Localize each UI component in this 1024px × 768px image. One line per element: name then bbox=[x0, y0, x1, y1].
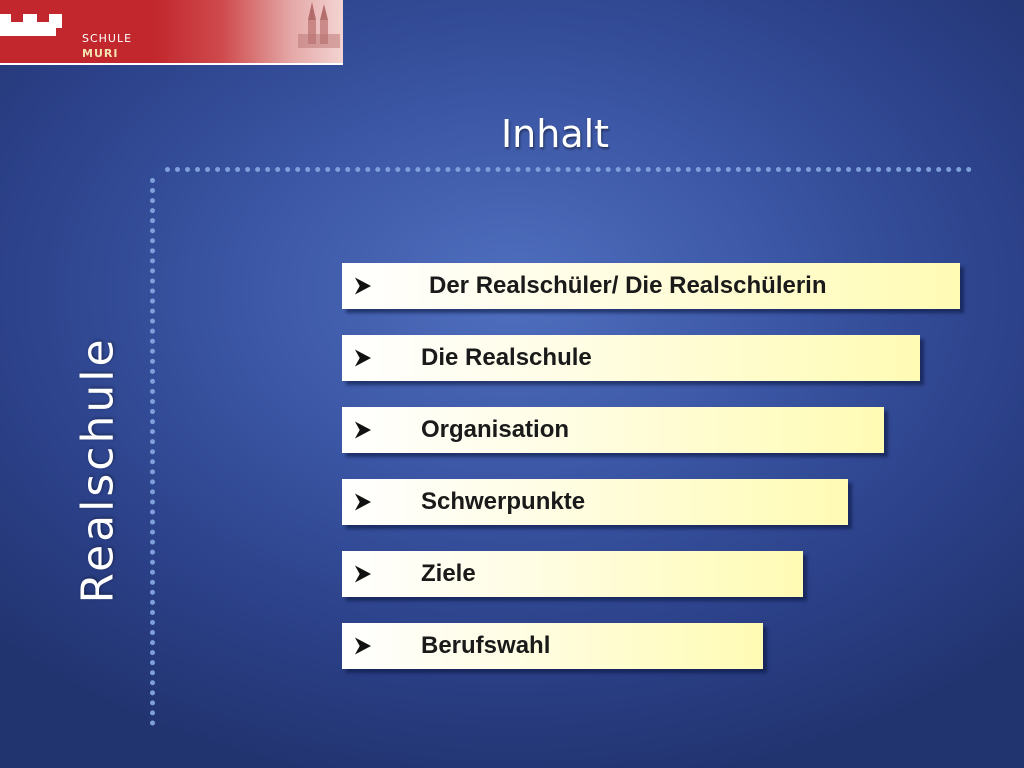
list-item-label: Die Realschule bbox=[421, 344, 592, 371]
list-item-ziele[interactable]: Ziele bbox=[342, 551, 803, 597]
arrow-bullet-icon bbox=[353, 492, 371, 512]
school-logo: SCHULE MURI bbox=[0, 0, 343, 65]
arrow-bullet-icon bbox=[353, 636, 371, 656]
list-item-label: Ziele bbox=[421, 560, 476, 587]
list-item-schwerpunkte[interactable]: Schwerpunkte bbox=[342, 479, 848, 525]
castle-wall-icon bbox=[0, 0, 80, 36]
list-item-realschueler[interactable]: Der Realschüler/ Die Realschülerin bbox=[342, 263, 960, 309]
arrow-bullet-icon bbox=[353, 348, 371, 368]
arrow-bullet-icon bbox=[353, 564, 371, 584]
list-item-label: Der Realschüler/ Die Realschülerin bbox=[429, 272, 827, 299]
list-item-label: Schwerpunkte bbox=[421, 488, 586, 515]
slide-title: Inhalt bbox=[500, 112, 610, 156]
list-item-berufswahl[interactable]: Berufswahl bbox=[342, 623, 763, 669]
list-item-die-realschule[interactable]: Die Realschule bbox=[342, 335, 920, 381]
horizontal-dotted-divider bbox=[165, 167, 972, 172]
church-towers-icon bbox=[298, 2, 340, 48]
arrow-bullet-icon bbox=[353, 420, 371, 440]
vertical-dotted-divider bbox=[150, 178, 155, 726]
side-label-realschule: Realschule bbox=[72, 336, 124, 604]
logo-text-schule: SCHULE bbox=[82, 32, 133, 45]
arrow-bullet-icon bbox=[353, 276, 371, 296]
logo-background bbox=[0, 0, 343, 63]
list-item-label: Organisation bbox=[421, 416, 570, 443]
list-item-organisation[interactable]: Organisation bbox=[342, 407, 884, 453]
logo-text-muri: MURI bbox=[82, 47, 119, 60]
list-item-label: Berufswahl bbox=[421, 632, 551, 659]
